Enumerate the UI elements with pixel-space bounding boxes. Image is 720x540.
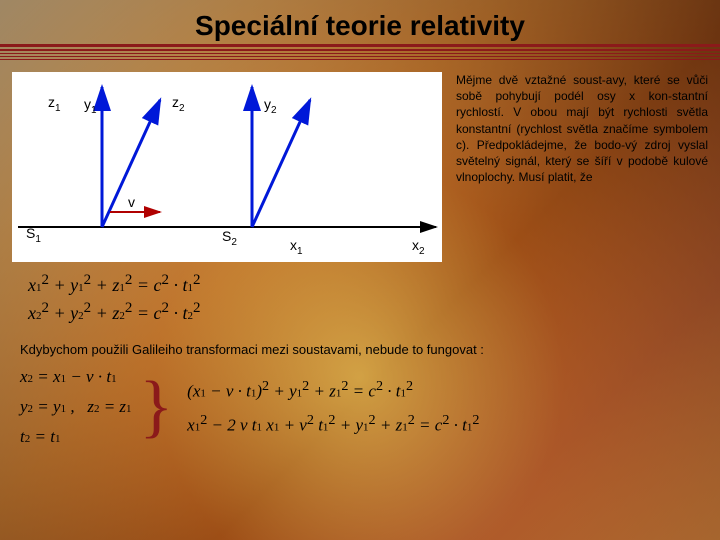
eq-r1: (x1 − v · t1)2 + y12 + z12 = c2 · t12 bbox=[187, 378, 479, 402]
z2-axis bbox=[252, 100, 310, 227]
eq-g2: y2 = y1 , z2 = z1 bbox=[20, 397, 132, 417]
s2-label: S2 bbox=[222, 228, 237, 248]
explanation-paragraph: Mějme dvě vztažné soust-avy, které se vů… bbox=[442, 72, 708, 262]
title-underline bbox=[0, 44, 720, 60]
y1-label: y1 bbox=[84, 96, 97, 116]
eq-g1: x2 = x1 − v · t1 bbox=[20, 367, 132, 387]
substitution-equations: (x1 − v · t1)2 + y12 + z12 = c2 · t12 x1… bbox=[187, 378, 479, 435]
eq-sphere-1: x12 + y12 + z12 = c2 · t12 bbox=[28, 272, 720, 296]
x2-label: x2 bbox=[412, 237, 425, 257]
eq-g3: t2 = t1 bbox=[20, 427, 132, 447]
light-sphere-equations: x12 + y12 + z12 = c2 · t12 x22 + y22 + z… bbox=[0, 262, 720, 324]
page-title: Speciální teorie relativity bbox=[0, 0, 720, 44]
brace-icon: } bbox=[140, 379, 174, 435]
v-label: v bbox=[128, 194, 135, 210]
eq-r2: x12 − 2 v t1 x1 + v2 t12 + y12 + z12 = c… bbox=[187, 412, 479, 436]
galilean-intro-text: Kdybychom použili Galileiho transformaci… bbox=[0, 328, 720, 363]
s1-label: S1 bbox=[26, 225, 41, 245]
galilean-equations: x2 = x1 − v · t1 y2 = y1 , z2 = z1 t2 = … bbox=[20, 367, 132, 447]
z1-label: z1 bbox=[48, 94, 61, 114]
x1-label: x1 bbox=[290, 237, 303, 257]
y2-label: y2 bbox=[264, 96, 277, 116]
eq-sphere-2: x22 + y22 + z22 = c2 · t22 bbox=[28, 300, 720, 324]
reference-frames-diagram: S1 S2 y1 y2 z1 z2 x1 x2 v bbox=[12, 72, 442, 262]
z2-label: z2 bbox=[172, 94, 185, 114]
galilean-transform-block: x2 = x1 − v · t1 y2 = y1 , z2 = z1 t2 = … bbox=[0, 363, 720, 447]
